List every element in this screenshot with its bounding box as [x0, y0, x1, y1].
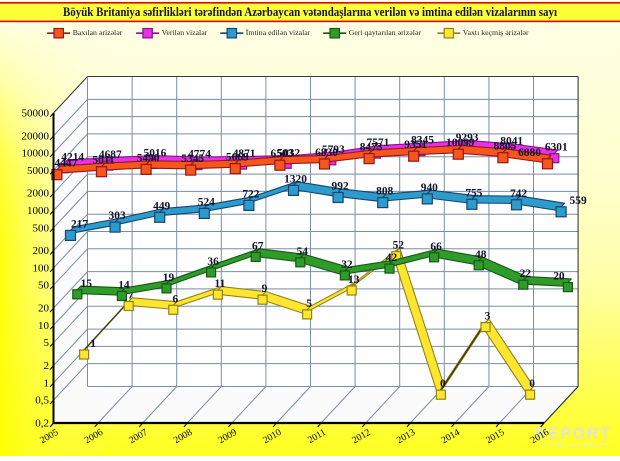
svg-text:5000: 5000 [27, 165, 50, 177]
svg-text:INFORMASIYA AGENTLIYI: INFORMASIYA AGENTLIYI [537, 443, 607, 449]
svg-text:Verilən vizalar: Verilən vizalar [162, 28, 208, 37]
svg-text:808: 808 [376, 186, 393, 198]
svg-text:52: 52 [393, 240, 405, 252]
svg-text:10000: 10000 [22, 148, 50, 160]
svg-text:9: 9 [262, 283, 268, 295]
svg-text:5345: 5345 [181, 153, 204, 165]
svg-text:0: 0 [529, 378, 535, 390]
svg-text:22: 22 [520, 268, 532, 280]
svg-text:Böyük Britaniya səfirlikləri t: Böyük Britaniya səfirlikləri tərəfindən … [63, 4, 557, 19]
svg-text:Baxılan ərizələr: Baxılan ərizələr [73, 28, 123, 37]
svg-text:6301: 6301 [545, 142, 568, 154]
svg-text:755: 755 [465, 187, 482, 199]
svg-text:4447: 4447 [55, 158, 78, 170]
svg-text:8473: 8473 [360, 142, 383, 154]
svg-text:1: 1 [44, 377, 50, 389]
svg-text:54: 54 [297, 246, 309, 258]
svg-text:4871: 4871 [233, 148, 256, 160]
svg-text:500: 500 [33, 222, 50, 234]
svg-text:20000: 20000 [22, 130, 50, 142]
svg-text:50000: 50000 [22, 107, 50, 119]
svg-text:100: 100 [33, 262, 50, 274]
svg-text:6503: 6503 [271, 148, 294, 160]
svg-text:66: 66 [430, 241, 442, 253]
svg-text:7571: 7571 [367, 137, 390, 149]
svg-text:67: 67 [252, 240, 264, 252]
svg-text:4687: 4687 [99, 149, 122, 161]
svg-text:36: 36 [207, 256, 219, 268]
svg-text:0: 0 [440, 378, 446, 390]
svg-text:5016: 5016 [144, 147, 167, 159]
svg-text:32: 32 [341, 259, 353, 271]
svg-text:524: 524 [198, 196, 215, 208]
svg-text:722: 722 [242, 188, 259, 200]
svg-text:0,2: 0,2 [35, 417, 49, 429]
svg-text:50: 50 [38, 280, 50, 292]
svg-text:5793: 5793 [322, 144, 345, 156]
svg-text:1000: 1000 [27, 205, 50, 217]
svg-text:19: 19 [163, 272, 175, 284]
svg-text:14: 14 [118, 280, 130, 292]
svg-text:2: 2 [44, 360, 50, 372]
svg-text:449: 449 [153, 200, 170, 212]
svg-text:4774: 4774 [188, 149, 211, 161]
svg-text:8345: 8345 [411, 135, 434, 147]
svg-text:Vaxtı keçmiş ərizələr: Vaxtı keçmiş ərizələr [463, 28, 529, 37]
svg-text:15: 15 [81, 278, 93, 290]
svg-text:5: 5 [306, 298, 312, 310]
svg-text:42: 42 [386, 252, 398, 264]
svg-text:303: 303 [109, 210, 126, 222]
svg-text:0,5: 0,5 [35, 395, 49, 407]
svg-text:9293: 9293 [456, 132, 479, 144]
svg-text:1: 1 [90, 338, 96, 350]
svg-text:10099: 10099 [446, 137, 475, 149]
svg-text:6830: 6830 [315, 147, 338, 159]
svg-text:4214: 4214 [61, 152, 84, 164]
svg-text:11: 11 [215, 278, 226, 290]
svg-text:6880: 6880 [518, 147, 541, 159]
svg-text:217: 217 [71, 218, 88, 230]
svg-text:48: 48 [475, 249, 487, 261]
svg-text:2000: 2000 [27, 188, 50, 200]
svg-text:742: 742 [510, 188, 527, 200]
svg-text:10: 10 [38, 320, 50, 332]
svg-text:İmtina edilən vizalar: İmtina edilən vizalar [246, 28, 311, 37]
svg-text:3: 3 [485, 311, 491, 323]
svg-text:5490: 5490 [137, 152, 160, 164]
svg-text:9351: 9351 [404, 139, 427, 151]
svg-text:7: 7 [128, 290, 134, 302]
svg-text:1320: 1320 [284, 173, 307, 185]
svg-text:Geri qaytarılan ərizələr: Geri qaytarılan ərizələr [349, 28, 422, 37]
svg-text:5669: 5669 [226, 152, 249, 164]
svg-text:940: 940 [421, 182, 438, 194]
svg-text:13: 13 [348, 274, 360, 286]
svg-text:8041: 8041 [500, 136, 523, 148]
svg-text:20: 20 [38, 303, 50, 315]
svg-text:992: 992 [332, 181, 349, 193]
svg-text:5: 5 [44, 337, 50, 349]
svg-text:6: 6 [172, 293, 178, 305]
svg-text:20: 20 [553, 271, 565, 283]
svg-text:200: 200 [33, 245, 50, 257]
svg-text:5011: 5011 [92, 155, 114, 167]
svg-text:559: 559 [570, 195, 587, 207]
svg-text:8805: 8805 [494, 141, 517, 153]
svg-text:REPORT: REPORT [535, 426, 612, 443]
